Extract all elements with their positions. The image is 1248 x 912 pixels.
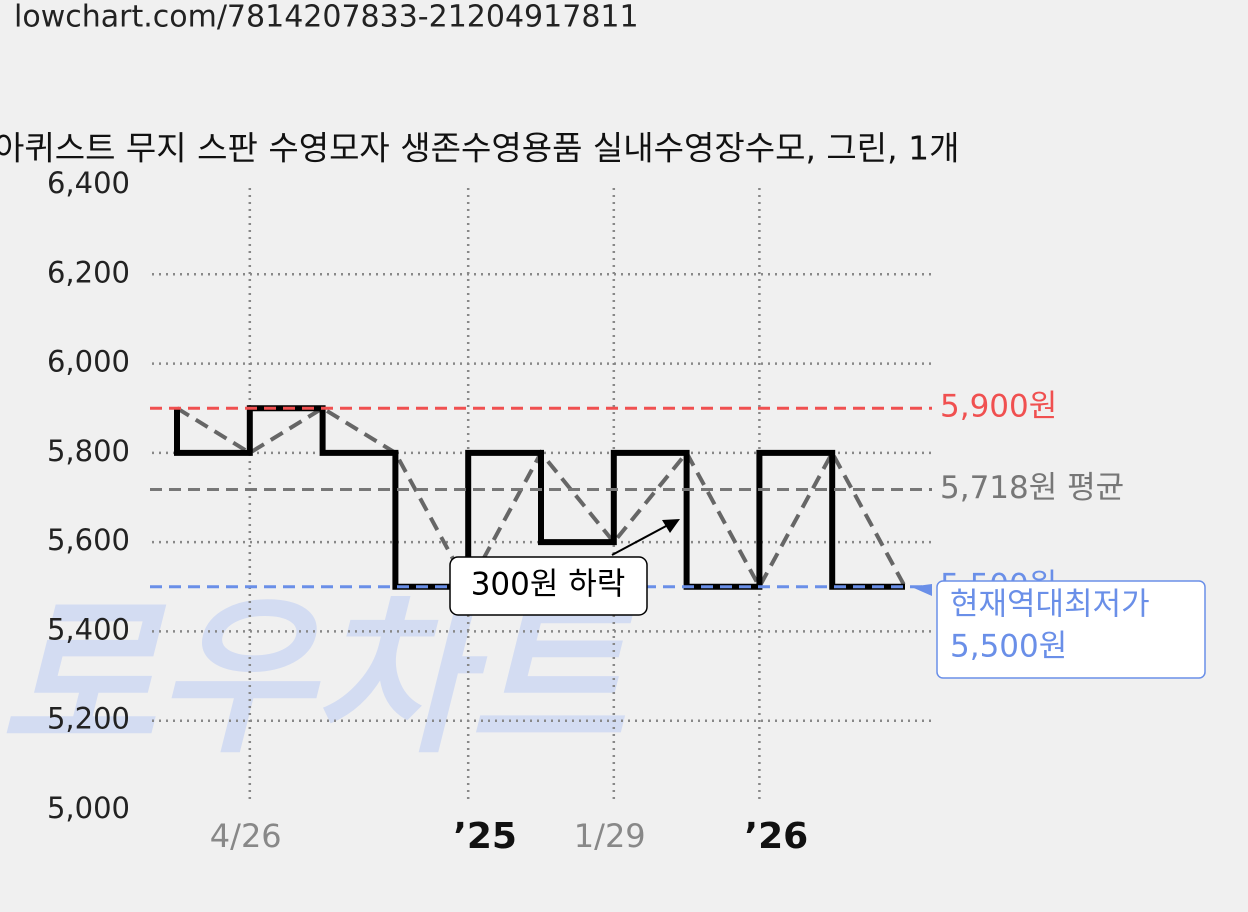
x-tick-label: 4/26 [210,817,282,855]
y-tick-label: 5,800 [47,434,130,468]
y-tick-label: 5,200 [47,702,130,736]
y-tick-label: 6,000 [47,345,130,379]
y-tick-label: 5,000 [47,791,130,825]
callout-pointer [911,584,932,596]
annotation-box [449,556,648,616]
y-tick-label: 5,600 [47,523,130,557]
y-tick-label: 6,200 [47,255,130,289]
callout-text: 5,500원 [950,629,1067,665]
url: lowchart.com/7814207833-21204917811 [14,0,639,35]
callout-text: 현재역대최저가 [950,587,1150,623]
reference-label: 5,900원 [940,389,1057,425]
reference-label: 5,718원 평균 [940,470,1124,506]
y-tick-label: 6,400 [47,166,130,200]
y-tick-label: 5,400 [47,612,130,646]
x-tick-label: ’26 [744,816,808,857]
chart-title: 아퀴스트 무지 스판 수영모자 생존수영용품 실내수영장수모, 그린, 1개 [0,129,959,168]
annotation-text: 300원 하락 [471,567,626,603]
arrow-head [662,519,680,533]
callout-box [936,580,1206,679]
annotation-arrow [611,524,669,556]
x-tick-label: 1/29 [574,817,646,855]
annotation: 300원 하락 [449,519,680,616]
x-tick-label: ’25 [453,816,517,857]
